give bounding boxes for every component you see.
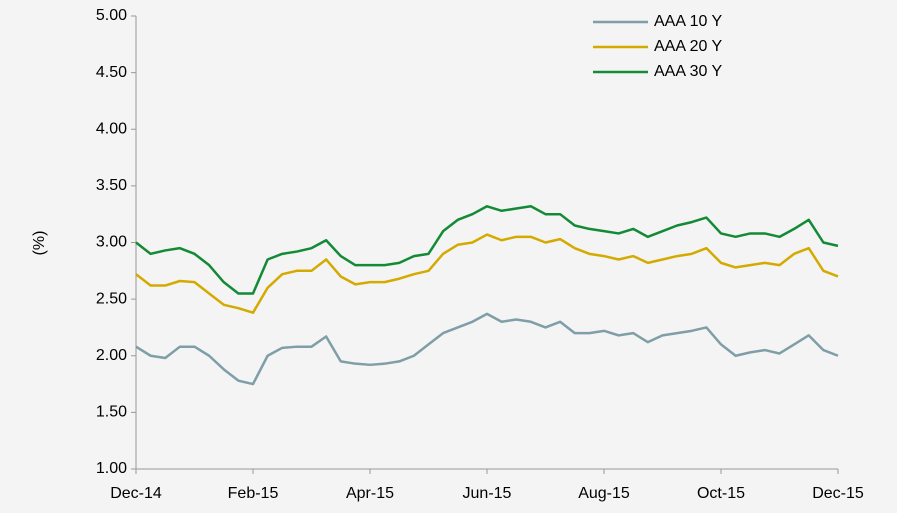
series-line (135, 205, 839, 295)
y-tick-label: 2.00 (96, 347, 127, 364)
y-tick-label: 1.50 (96, 404, 127, 421)
x-tick-label: Feb-15 (228, 485, 279, 502)
y-tick-label: 5.00 (96, 7, 127, 24)
y-tick-label: 4.50 (96, 64, 127, 81)
y-tick-label: 3.50 (96, 177, 127, 194)
y-tick-label: 1.00 (96, 460, 127, 477)
legend-label: AAA 10 Y (654, 13, 723, 30)
x-tick-label: Oct-15 (697, 485, 745, 502)
y-axis-label: (%) (31, 231, 48, 256)
series-line (135, 233, 839, 314)
x-tick-label: Jun-15 (463, 485, 512, 502)
legend-label: AAA 20 Y (654, 38, 723, 55)
series-line (135, 312, 839, 386)
y-tick-label: 4.00 (96, 120, 127, 137)
x-tick-label: Dec-15 (812, 485, 864, 502)
x-tick-label: Aug-15 (578, 485, 630, 502)
legend-label: AAA 30 Y (654, 63, 723, 80)
y-tick-label: 3.00 (96, 234, 127, 251)
x-tick-label: Dec-14 (110, 485, 162, 502)
x-tick-label: Apr-15 (346, 485, 394, 502)
y-tick-label: 2.50 (96, 290, 127, 307)
